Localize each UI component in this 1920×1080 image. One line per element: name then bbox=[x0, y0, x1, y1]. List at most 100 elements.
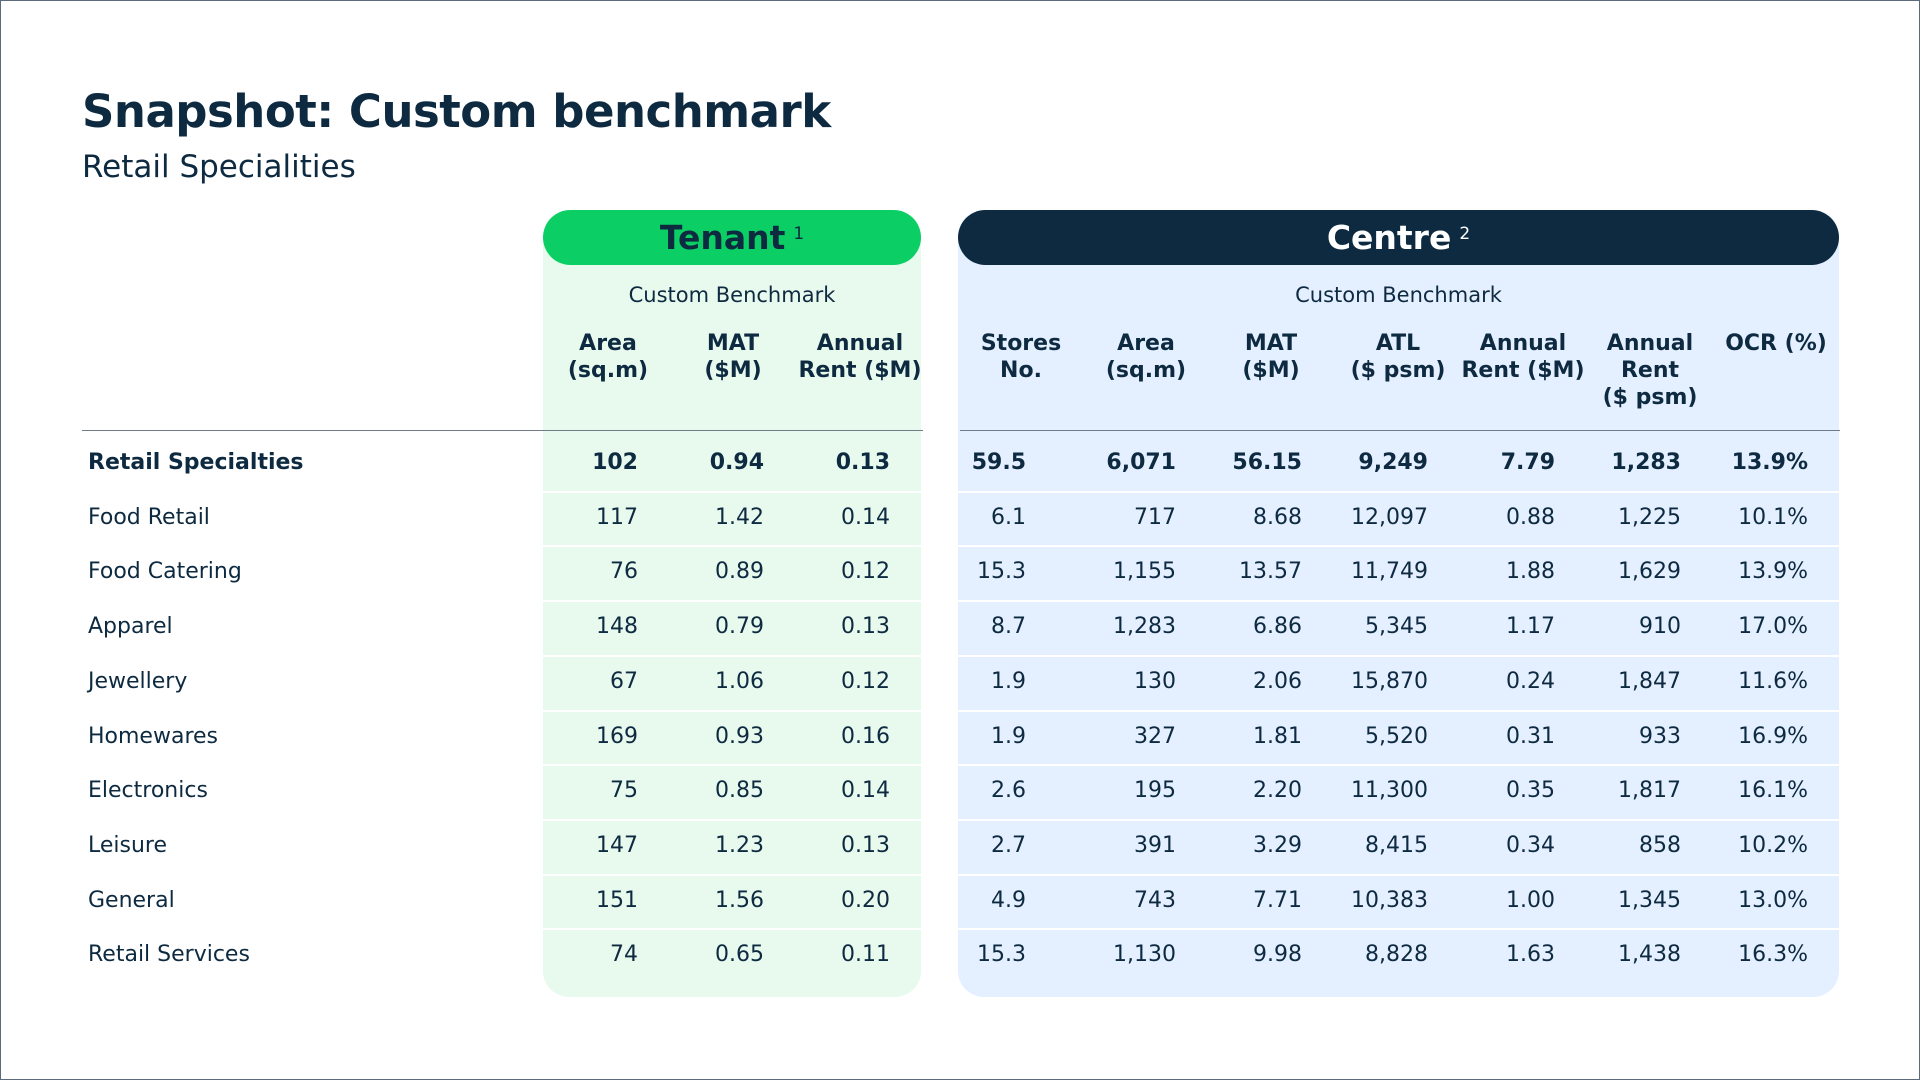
tenant-cell: 76 bbox=[610, 559, 638, 584]
centre-cell: 717 bbox=[1134, 505, 1176, 530]
centre-panel bbox=[958, 210, 1839, 997]
centre-cell: 1,438 bbox=[1618, 942, 1681, 967]
centre-cell: 1,847 bbox=[1618, 669, 1681, 694]
centre-cell: 0.24 bbox=[1506, 669, 1555, 694]
tenant-cell: 0.13 bbox=[835, 450, 890, 475]
centre-cell: 15.3 bbox=[977, 942, 1026, 967]
centre-cell: 1.00 bbox=[1506, 888, 1555, 913]
tenant-cell: 74 bbox=[610, 942, 638, 967]
centre-cell: 1,345 bbox=[1618, 888, 1681, 913]
tenant-cell: 0.12 bbox=[841, 559, 890, 584]
tenant-col-annual-rent: Annual Rent ($M) bbox=[798, 331, 922, 383]
row-divider bbox=[958, 764, 1839, 766]
tenant-cell: 0.20 bbox=[841, 888, 890, 913]
centre-cell: 1.81 bbox=[1253, 724, 1302, 749]
centre-cell: 1,283 bbox=[1611, 450, 1681, 475]
centre-cell: 1,817 bbox=[1618, 778, 1681, 803]
row-label: General bbox=[88, 888, 175, 913]
centre-cell: 3.29 bbox=[1253, 833, 1302, 858]
centre-col-mat: MAT ($M) bbox=[1242, 331, 1300, 383]
centre-cell: 1,155 bbox=[1113, 559, 1176, 584]
centre-cell: 1.9 bbox=[991, 669, 1026, 694]
tenant-cell: 1.23 bbox=[715, 833, 764, 858]
row-divider bbox=[543, 491, 921, 493]
tenant-header: Tenant 1 bbox=[543, 210, 921, 265]
centre-cell: 1.9 bbox=[991, 724, 1026, 749]
centre-cell: 7.79 bbox=[1500, 450, 1555, 475]
centre-cell: 6.1 bbox=[991, 505, 1026, 530]
centre-cell: 10.2% bbox=[1738, 833, 1808, 858]
centre-cell: 12,097 bbox=[1351, 505, 1428, 530]
centre-cell: 1,283 bbox=[1113, 614, 1176, 639]
centre-cell: 16.9% bbox=[1738, 724, 1808, 749]
tenant-cell: 0.13 bbox=[841, 614, 890, 639]
page-title: Snapshot: Custom benchmark bbox=[82, 85, 831, 138]
centre-cell: 16.1% bbox=[1738, 778, 1808, 803]
centre-cell: 0.35 bbox=[1506, 778, 1555, 803]
tenant-cell: 151 bbox=[596, 888, 638, 913]
tenant-header-label: Tenant bbox=[659, 218, 786, 257]
tenant-cell: 0.65 bbox=[715, 942, 764, 967]
row-label: Leisure bbox=[88, 833, 168, 858]
page-subtitle: Retail Specialities bbox=[82, 149, 356, 185]
row-divider bbox=[958, 545, 1839, 547]
table-row: Jewellery 67 1.06 0.12 1.9 130 2.06 15,870 0.24 1… bbox=[82, 655, 1839, 709]
tenant-cell: 102 bbox=[592, 450, 638, 475]
tenant-col-mat: MAT ($M) bbox=[704, 331, 762, 383]
tenant-cell: 147 bbox=[596, 833, 638, 858]
centre-cell: 15.3 bbox=[977, 559, 1026, 584]
row-divider bbox=[958, 928, 1839, 930]
tenant-cell: 67 bbox=[610, 669, 638, 694]
centre-cell: 59.5 bbox=[971, 450, 1026, 475]
row-label: Food Retail bbox=[88, 505, 210, 530]
table-row: Electronics 75 0.85 0.14 2.6 195 2.20 11,300 0.3… bbox=[82, 764, 1839, 818]
tenant-cell: 148 bbox=[596, 614, 638, 639]
centre-cell: 6,071 bbox=[1106, 450, 1176, 475]
tenant-cell: 0.12 bbox=[841, 669, 890, 694]
centre-cell: 8.7 bbox=[991, 614, 1026, 639]
centre-cell: 0.34 bbox=[1506, 833, 1555, 858]
table-row: Food Retail 117 1.42 0.14 6.1 717 8.68 12,097 0.… bbox=[82, 491, 1839, 545]
centre-cell: 11,300 bbox=[1351, 778, 1428, 803]
centre-cell: 5,345 bbox=[1365, 614, 1428, 639]
table-row: Homewares 169 0.93 0.16 1.9 327 1.81 5,520 0.31 9… bbox=[82, 710, 1839, 764]
centre-cell: 7.71 bbox=[1253, 888, 1302, 913]
tenant-benchmark-label: Custom Benchmark bbox=[628, 283, 836, 307]
row-divider bbox=[958, 600, 1839, 602]
tenant-cell: 75 bbox=[610, 778, 638, 803]
centre-header-label: Centre bbox=[1326, 218, 1452, 257]
centre-cell: 0.31 bbox=[1506, 724, 1555, 749]
centre-cell: 13.9% bbox=[1731, 450, 1808, 475]
centre-cell: 11,749 bbox=[1351, 559, 1428, 584]
centre-cell: 56.15 bbox=[1232, 450, 1302, 475]
centre-cell: 13.9% bbox=[1738, 559, 1808, 584]
centre-cell: 10.1% bbox=[1738, 505, 1808, 530]
tenant-cell: 1.42 bbox=[715, 505, 764, 530]
row-label: Retail Services bbox=[88, 942, 250, 967]
centre-cell: 4.9 bbox=[991, 888, 1026, 913]
row-label: Homewares bbox=[88, 724, 219, 749]
tenant-cell: 117 bbox=[596, 505, 638, 530]
row-divider bbox=[543, 545, 921, 547]
tenant-cell: 0.85 bbox=[715, 778, 764, 803]
row-label: Apparel bbox=[88, 614, 173, 639]
centre-cell: 2.06 bbox=[1253, 669, 1302, 694]
row-divider bbox=[958, 710, 1839, 712]
tenant-cell: 1.56 bbox=[715, 888, 764, 913]
centre-cell: 1.88 bbox=[1506, 559, 1555, 584]
centre-cell: 2.20 bbox=[1253, 778, 1302, 803]
table-row: Retail Services 74 0.65 0.11 15.3 1,130 9.98 8,… bbox=[82, 928, 1839, 982]
row-divider bbox=[543, 600, 921, 602]
centre-col-annual-rent-psm: Annual Rent ($ psm) bbox=[1602, 331, 1698, 410]
table-row: General 151 1.56 0.20 4.9 743 7.71 10,383 1.00 1,… bbox=[82, 874, 1839, 928]
header-divider-left bbox=[82, 430, 923, 431]
row-label: Retail Specialties bbox=[88, 450, 304, 475]
centre-cell: 858 bbox=[1639, 833, 1681, 858]
centre-cell: 10,383 bbox=[1351, 888, 1428, 913]
table-row: Retail Specialties 102 0.94 0.13 59.5 6,071 56… bbox=[82, 436, 1839, 490]
centre-col-area: Area (sq.m) bbox=[1105, 331, 1187, 383]
row-label: Jewellery bbox=[88, 669, 188, 694]
tenant-panel bbox=[543, 210, 921, 997]
row-divider bbox=[958, 655, 1839, 657]
centre-cell: 2.7 bbox=[991, 833, 1026, 858]
